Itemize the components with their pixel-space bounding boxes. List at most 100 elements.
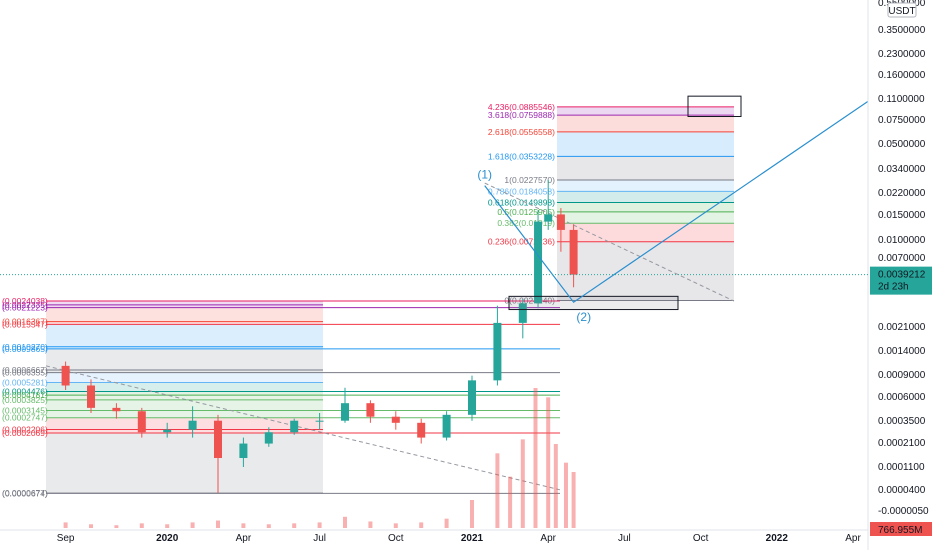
volume-bar <box>292 523 297 528</box>
candle-body <box>544 214 553 222</box>
fib-zone-left <box>46 391 323 396</box>
fib-zone-left <box>46 429 323 433</box>
time-axis-tick: Jul <box>313 533 326 544</box>
fib-level-label-left: (0.0004476) <box>2 386 48 396</box>
fib-zone-left <box>46 300 323 305</box>
volume-bar <box>216 520 220 528</box>
fib-zone-left <box>46 324 323 347</box>
candle-body <box>569 229 578 275</box>
fib-level-label-right: 2.618(0.0556558) <box>488 127 555 137</box>
fib-level-label-left: (0.0016367) <box>2 317 48 327</box>
candle-body <box>214 420 222 459</box>
currency-label: USDT <box>888 6 915 17</box>
fib-level-label-left: (0.0006667) <box>2 365 48 375</box>
price-axis-tick: 0.1600000 <box>878 70 926 81</box>
volume-bar <box>63 522 68 528</box>
fib-level-label-left: (0.0000674) <box>2 488 48 498</box>
candle-body <box>163 429 172 433</box>
price-axis-tick: 0.0750000 <box>878 115 926 126</box>
fib-level-label-left: (0.0009865) <box>2 344 48 354</box>
price-axis-tick: 0.0009000 <box>878 370 926 381</box>
time-axis-tick: 2022 <box>766 533 789 544</box>
price-axis-tick: 0.0150000 <box>878 210 926 221</box>
time-axis-tick: Sep <box>57 533 75 544</box>
time-axis-tick: Jul <box>618 533 631 544</box>
candle-body <box>417 422 426 438</box>
fib-zone-right <box>557 211 734 224</box>
candle-body <box>534 221 543 304</box>
target-box[interactable] <box>687 95 742 118</box>
price-axis-tick: 0.0500000 <box>878 139 926 150</box>
wave-label: (1) <box>477 167 492 181</box>
candle-body <box>468 380 476 415</box>
time-axis-tick: Apr <box>540 533 556 544</box>
candle-body <box>290 420 299 433</box>
volume-bar <box>190 522 195 528</box>
fib-zone-left <box>46 382 323 392</box>
fib-zone-right <box>557 115 734 132</box>
volume-bar <box>241 523 246 528</box>
fib-level-label-left: (0.0002747) <box>2 413 48 423</box>
candle-body <box>239 443 248 459</box>
volume-bar <box>89 524 93 528</box>
time-axis-tick: Apr <box>845 533 861 544</box>
fib-zone-left <box>46 372 323 383</box>
fib-level-label-left: (0.0010270) <box>2 342 48 352</box>
fib-zone-right <box>557 202 734 212</box>
price-axis-tick: 0.0070000 <box>878 253 926 264</box>
candle-body <box>264 432 273 444</box>
time-axis-tick: 2020 <box>156 533 179 544</box>
fib-level-label-right: 0.236(0.0072236) <box>488 237 555 247</box>
volume-bar <box>419 522 424 528</box>
fib-level-label-left: (0.0021223) <box>2 303 48 313</box>
fib-level-label-right: 0.382(0.01019) <box>497 218 555 228</box>
price-axis-tick: 0.0220000 <box>878 188 926 199</box>
volume-bar <box>571 472 576 528</box>
price-axis-tick: 0.0100000 <box>878 235 926 246</box>
fib-level-label-left: (0.0002206) <box>2 425 48 435</box>
fib-zone-left <box>46 304 323 308</box>
fib-zone-right <box>557 179 734 192</box>
fib-zone-left <box>46 395 323 400</box>
fib-zone-right <box>557 106 734 116</box>
candle-body <box>87 385 95 408</box>
candle-body <box>341 403 349 421</box>
currency-badge[interactable] <box>887 2 917 18</box>
fib-level-label-left: (0.0015547) <box>2 319 48 329</box>
fib-zone-right <box>557 156 734 180</box>
last-price-badge <box>870 266 932 295</box>
fib-zone-left <box>46 370 323 373</box>
price-axis-tick: 0.3500000 <box>878 25 926 36</box>
volume-bar <box>553 444 558 528</box>
volume-bar <box>508 476 513 528</box>
price-axis-tick: -0.0000050 <box>878 506 929 517</box>
fib-level-label-left: (0.0005281) <box>2 378 48 388</box>
fib-level-label-right: 4.236(0.0885546) <box>488 102 555 112</box>
fib-zone-left <box>46 399 323 411</box>
fib-zone-left <box>46 348 323 371</box>
fib-level-label-right: 0.5(0.0125905) <box>497 207 555 217</box>
volume-bar <box>546 397 551 528</box>
volume-bar <box>520 439 525 528</box>
fib-zone-right <box>557 223 734 242</box>
bar-countdown: 2d 23h <box>878 282 909 293</box>
fib-level-label-right: 0.786(0.0184058) <box>488 186 555 196</box>
fib-zone-left <box>46 321 323 325</box>
price-axis-tick: 0.2300000 <box>878 49 926 60</box>
price-axis-tick: 0.0021000 <box>878 322 926 333</box>
fib-zone-right <box>557 191 734 203</box>
price-axis-tick: 0.0001100 <box>878 462 925 473</box>
support-box[interactable] <box>508 295 679 311</box>
volume-bar <box>470 500 474 528</box>
volume-badge <box>870 522 932 536</box>
fib-zone-left <box>46 346 323 349</box>
fib-zone-left <box>46 410 323 418</box>
candle-body <box>556 214 565 230</box>
time-axis-tick: Oct <box>388 533 404 544</box>
candle-body <box>137 411 146 433</box>
volume-bar <box>266 524 271 528</box>
fib-level-label-left: (0.0002069) <box>2 428 48 438</box>
price-axis-tick: 0.0003500 <box>878 416 926 427</box>
